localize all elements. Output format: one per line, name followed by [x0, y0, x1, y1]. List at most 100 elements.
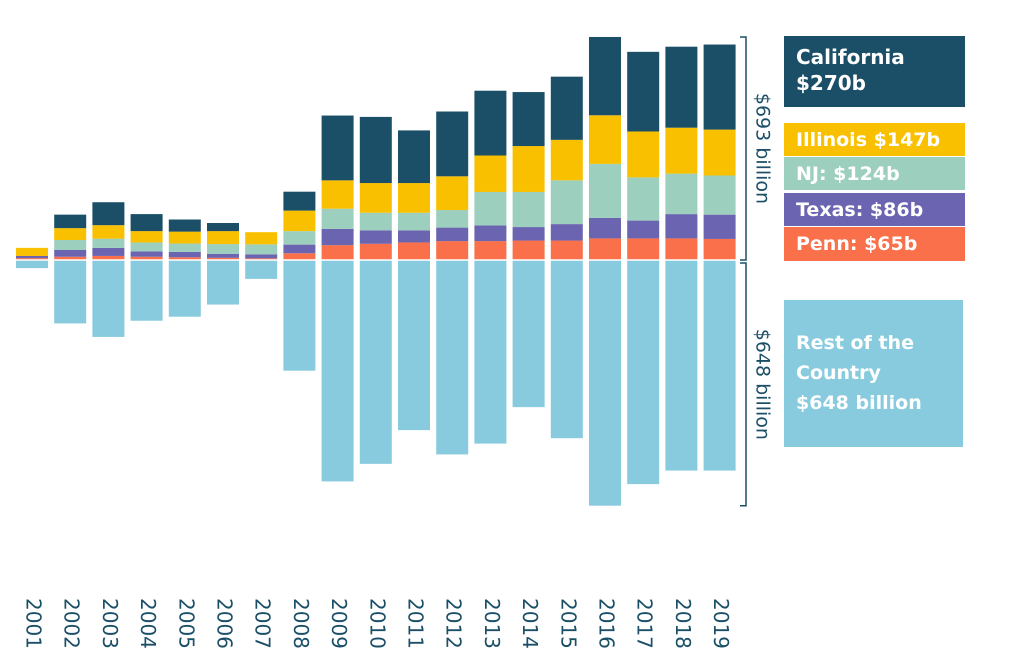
legend-entry: Rest of the Country $648 billion [784, 300, 963, 447]
bar-segment [245, 244, 278, 255]
bar-segment [436, 241, 469, 260]
legend-entry: Texas: $86b [784, 193, 965, 226]
legend-entry-text: Rest of the [796, 332, 914, 354]
bar-segment [321, 208, 354, 229]
bar-segment [321, 115, 354, 181]
bar-segment [283, 244, 316, 254]
x-tick-label: 2004 [136, 598, 160, 649]
bar-segment-below [589, 260, 621, 506]
legend-entry: Illinois $147b [784, 123, 965, 156]
bar-segment [54, 228, 87, 241]
bar-segment [168, 219, 201, 232]
bar-segment [436, 176, 469, 211]
bar-segment [207, 231, 239, 245]
x-tick-label: 2014 [518, 598, 542, 649]
bar-segment-below [92, 260, 125, 337]
bar-segment [627, 131, 660, 178]
bar-segment [130, 214, 163, 232]
bar-segment [245, 258, 278, 260]
x-tick-label: 2017 [633, 598, 657, 649]
bar-segment [474, 241, 507, 260]
bar-segment [474, 191, 507, 226]
bar-segment [703, 44, 736, 130]
bar-segment [474, 90, 507, 156]
legend-entry-text: $648 billion [796, 392, 922, 414]
bar-segment [359, 183, 392, 213]
x-tick-label: 2019 [709, 598, 733, 649]
x-tick-label: 2013 [480, 598, 504, 649]
x-tick-label: 2005 [174, 598, 198, 649]
bar-segment [16, 258, 48, 260]
bar-segment [589, 238, 621, 260]
bar-segment [398, 183, 430, 213]
x-tick-label: 2009 [327, 598, 351, 649]
bracket-above-bracket [740, 36, 747, 261]
bar-segment [168, 257, 201, 260]
bar-segment [92, 202, 125, 226]
bar-segment [283, 210, 316, 232]
bar-segment [550, 224, 583, 241]
bar-segment [54, 214, 87, 229]
bar-segment-below [512, 260, 545, 408]
legend-entry-text: NJ: $124b [796, 163, 900, 185]
bar-segment [436, 227, 469, 242]
bar-segment [627, 220, 660, 239]
legend-entry-text: $270b [796, 71, 866, 95]
bar-segment [665, 127, 698, 174]
bar-segment [550, 139, 583, 181]
bar-segment [398, 242, 430, 260]
bar-segment-below [168, 260, 201, 317]
bar-segment [92, 225, 125, 239]
bar-segment-below [436, 260, 469, 455]
bar-segment [665, 214, 698, 239]
bar-segment-below [207, 260, 239, 305]
bar-segment [16, 255, 48, 259]
bar-segment [589, 115, 621, 164]
bar-segment [168, 243, 201, 252]
bar-segment [589, 217, 621, 239]
bar-segment [550, 240, 583, 260]
bar-segment-below [627, 260, 660, 485]
bar-segment [512, 92, 545, 147]
bar-segment [130, 251, 163, 257]
bar-segment [321, 245, 354, 260]
bar-segment [398, 230, 430, 243]
bracket-below-label: $648 billion [752, 329, 774, 440]
legend-entry-text: Country [796, 362, 881, 384]
legend-entry-text: Penn: $65b [796, 233, 918, 255]
bar-segment [359, 230, 392, 244]
bar-segment [168, 251, 201, 258]
bar-segment [321, 228, 354, 246]
bar-segment [92, 247, 125, 256]
x-tick-label: 2001 [22, 598, 46, 649]
x-tick-label: 2006 [213, 598, 237, 649]
bar-segment-below [16, 260, 48, 269]
bar-segment [627, 238, 660, 260]
bar-segment [703, 175, 736, 215]
bar-segment-below [474, 260, 507, 444]
bar-segment-below [54, 260, 87, 324]
x-tick-label: 2007 [251, 598, 275, 649]
x-tick-label: 2016 [595, 598, 619, 649]
bar-segment [474, 155, 507, 192]
bar-segment [207, 244, 239, 254]
bar-segment-below [550, 260, 583, 439]
bar-segment [207, 253, 239, 258]
bar-segment-below [321, 260, 354, 482]
bar-segment [283, 191, 316, 211]
bar-segment [589, 36, 621, 116]
bar-segment [92, 238, 125, 248]
bar-segment [16, 247, 48, 256]
bar-segment [550, 76, 583, 140]
bar-segment [54, 256, 87, 260]
bar-segment [665, 46, 698, 128]
bar-segment [398, 212, 430, 231]
legend-entry-text: Illinois $147b [796, 129, 941, 151]
x-tick-label: 2002 [60, 598, 84, 649]
bar-segment [512, 191, 545, 228]
bar-segment-below [703, 260, 736, 471]
bar-segment [512, 227, 545, 241]
x-tick-label: 2018 [671, 598, 695, 649]
bar-segment [130, 231, 163, 243]
bar-segment [321, 180, 354, 209]
